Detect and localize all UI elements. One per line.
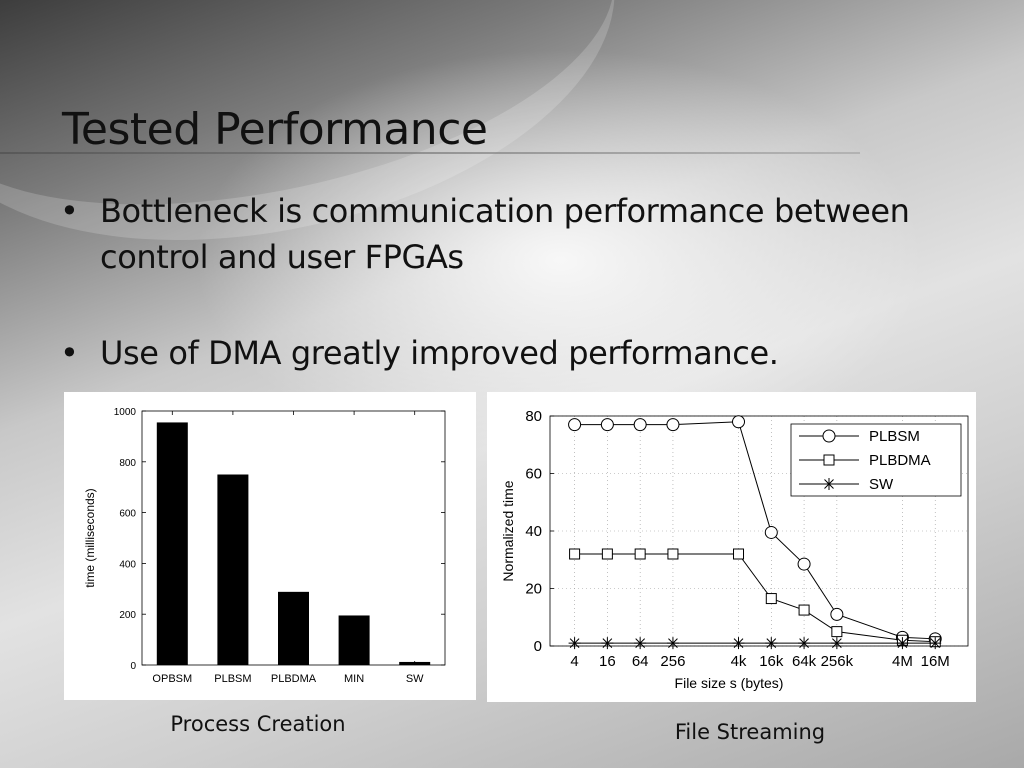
bar-x-tick-label: PLBDMA — [271, 673, 317, 685]
line-x-tick-label: 256 — [660, 653, 685, 670]
point-plbsm — [797, 557, 811, 571]
bar-y-tick-label: 600 — [119, 509, 136, 520]
point-plbsm — [830, 607, 844, 621]
bar-y-axis-label: time (milliseconds) — [83, 488, 97, 587]
caption-file-streaming: File Streaming — [674, 720, 826, 744]
line-y-axis-label: Normalized time — [500, 480, 516, 581]
line-x-tick-label: 16 — [599, 653, 616, 670]
line-x-tick-label: 16k — [759, 653, 784, 670]
line-y-tick-label: 60 — [525, 466, 542, 483]
point-plbdma — [765, 593, 777, 605]
point-sw — [568, 637, 581, 650]
point-plbdma — [634, 548, 646, 560]
line-x-axis-label: File size s (bytes) — [675, 675, 784, 691]
point-sw — [634, 637, 647, 650]
legend-marker-plbsm — [822, 429, 836, 443]
line-x-tick-label: 4 — [570, 653, 578, 670]
bar-min — [338, 615, 370, 665]
point-plbdma — [831, 626, 843, 638]
point-plbsm — [732, 415, 746, 429]
legend-marker-sw — [823, 478, 835, 490]
bar-opbsm — [156, 422, 188, 665]
point-plbdma — [667, 548, 679, 560]
bar-y-tick-label: 400 — [119, 559, 136, 570]
caption-process-creation: Process Creation — [170, 712, 346, 736]
point-plbsm — [600, 418, 614, 432]
title-underline — [0, 152, 860, 154]
bar-x-tick-label: PLBSM — [214, 673, 251, 685]
bar-x-tick-label: OPBSM — [152, 673, 192, 685]
point-plbdma — [569, 548, 581, 560]
bar-y-tick-label: 0 — [130, 661, 136, 672]
bar-y-tick-label: 200 — [119, 610, 136, 621]
bar-plbsm — [217, 474, 249, 665]
point-plbdma — [798, 604, 810, 616]
point-sw — [732, 637, 745, 650]
line-x-tick-label: 4k — [731, 653, 747, 670]
point-sw — [929, 637, 942, 650]
legend-marker-plbdma — [823, 454, 835, 466]
point-plbsm — [633, 418, 647, 432]
line-y-tick-label: 80 — [525, 408, 542, 425]
bullet-dma: Use of DMA greatly improved performance. — [60, 330, 980, 376]
line-y-tick-label: 20 — [525, 581, 542, 598]
line-x-tick-label: 64 — [632, 653, 649, 670]
slide-title: Tested Performance — [62, 104, 488, 155]
point-sw — [830, 637, 843, 650]
point-plbsm — [764, 525, 778, 539]
point-sw — [798, 637, 811, 650]
line-x-tick-label: 16M — [921, 653, 950, 670]
point-plbsm — [568, 418, 582, 432]
line-x-tick-label: 256k — [821, 653, 854, 670]
legend-label-plbdma: PLBDMA — [869, 452, 931, 469]
line-x-tick-label: 64k — [792, 653, 817, 670]
line-y-tick-label: 40 — [525, 523, 542, 540]
bar-y-tick-label: 1000 — [114, 407, 137, 418]
point-sw — [896, 637, 909, 650]
line-y-tick-label: 0 — [534, 638, 542, 655]
process-creation-chart-panel: 0 200 400 600 800 1000 OPBSM PLBSM PLBDMA MIN SW ti… — [64, 392, 476, 700]
legend-label-sw: SW — [869, 476, 894, 493]
file-streaming-line-chart: 0 20 40 60 80 4 16 64 256 4k 16k 64k 256k 4M 16M File s… — [500, 408, 969, 691]
process-creation-bar-chart: 0 200 400 600 800 1000 OPBSM PLBSM PLBDMA MIN SW ti… — [83, 407, 446, 685]
line-x-tick-label: 4M — [892, 653, 913, 670]
point-plbdma — [733, 548, 745, 560]
series-line-plbdma — [574, 553, 936, 643]
bullet-list: Bottleneck is communication performance … — [60, 188, 980, 376]
bar-x-tick-label: MIN — [344, 673, 364, 685]
series-line-plbsm — [574, 421, 936, 640]
bar-x-tick-label: SW — [406, 673, 424, 685]
bullet-bottleneck: Bottleneck is communication performance … — [60, 188, 980, 280]
bar-y-tick-label: 800 — [119, 458, 136, 469]
file-streaming-chart-panel: 0 20 40 60 80 4 16 64 256 4k 16k 64k 256k 4M 16M File s… — [487, 392, 976, 702]
point-sw — [666, 637, 679, 650]
point-plbsm — [666, 418, 680, 432]
legend-label-plbsm: PLBSM — [869, 428, 920, 445]
point-sw — [601, 637, 614, 650]
point-plbdma — [601, 548, 613, 560]
bar-plbdma — [278, 591, 309, 665]
point-sw — [765, 637, 778, 650]
